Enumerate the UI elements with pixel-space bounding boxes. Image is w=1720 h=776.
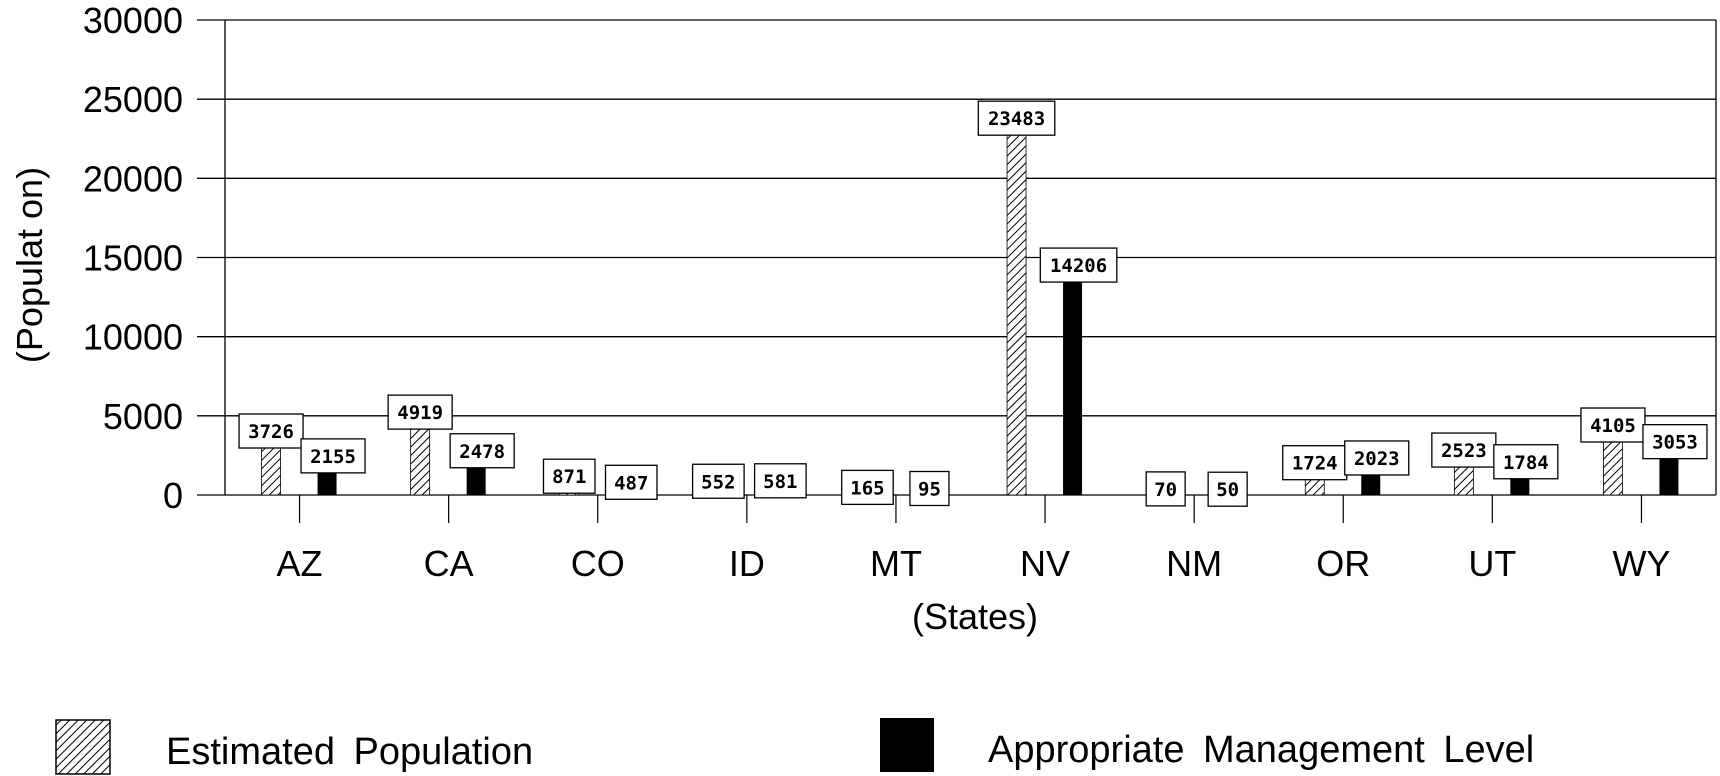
data-label-box — [449, 433, 515, 469]
data-label: 2155 — [310, 446, 356, 468]
x-axis-title: (States) — [912, 596, 1038, 637]
data-label-box — [691, 463, 745, 499]
x-tick-label: CO — [571, 543, 625, 584]
legend-swatch-estimated-population — [55, 719, 111, 775]
bar-estimated-population-NV — [1006, 122, 1027, 496]
bar-appropriate-management-level-NV — [1063, 270, 1083, 495]
y-tick-label: 0 — [163, 475, 183, 516]
data-label-box — [1580, 407, 1646, 443]
data-label-box — [238, 413, 304, 449]
x-tick-label: AZ — [277, 543, 323, 584]
y-tick-label: 30000 — [83, 0, 183, 41]
data-label-box — [841, 469, 894, 506]
data-label: 581 — [763, 471, 797, 493]
data-label-box — [1431, 432, 1497, 468]
legend-label-appropriate-management-level: Appropriate Management Level — [988, 729, 1534, 771]
data-label: 2478 — [459, 441, 505, 463]
y-tick-label: 15000 — [83, 238, 183, 279]
data-labels: 3726 2155 4919 2478 871 487 552 581 165 95 23483 14… — [238, 100, 1708, 507]
y-tick-label: 20000 — [83, 158, 183, 199]
y-tick-label: 5000 — [103, 396, 183, 437]
x-tick-label: NM — [1166, 543, 1222, 584]
data-label-box — [1207, 471, 1248, 507]
legend-swatch-appropriate-management-level — [880, 718, 934, 772]
x-tick-label: MT — [870, 543, 922, 584]
data-label-box — [1282, 445, 1348, 481]
x-tick-label: WY — [1612, 543, 1670, 584]
data-label: 1724 — [1292, 453, 1338, 475]
x-tick-label: UT — [1468, 543, 1516, 584]
legend-label-estimated-population: Estimated Population — [166, 731, 533, 773]
data-label: 95 — [918, 478, 941, 500]
data-label: 3053 — [1652, 432, 1698, 454]
data-label: 2523 — [1441, 440, 1487, 462]
data-label: 4919 — [397, 402, 443, 424]
data-label-box — [1344, 440, 1410, 476]
data-label: 2023 — [1354, 448, 1400, 470]
data-label-box — [1642, 424, 1708, 460]
data-label: 1784 — [1503, 452, 1549, 474]
legend: Estimated Population Appropriate Managem… — [55, 718, 1534, 775]
data-label-box — [604, 464, 658, 500]
data-label: 552 — [701, 471, 735, 493]
data-label-box — [753, 463, 807, 499]
y-tick-label: 25000 — [83, 79, 183, 120]
data-label-box — [1145, 471, 1186, 507]
x-tick-label: ID — [729, 543, 765, 584]
tick-labels: 0 5000 10000 15000 20000 25000 30000 AZ CA CO ID MT… — [83, 0, 1671, 584]
data-label: 871 — [552, 466, 586, 488]
data-label: 23483 — [988, 108, 1045, 130]
gridlines — [225, 19, 1716, 417]
data-label: 4105 — [1590, 415, 1636, 437]
data-label: 50 — [1216, 479, 1239, 501]
x-tick-label: CA — [424, 543, 474, 584]
data-label: 70 — [1154, 479, 1177, 501]
data-label-box — [909, 470, 950, 507]
data-label: 3726 — [248, 421, 294, 443]
data-label-box — [1039, 247, 1118, 283]
data-label-box — [387, 394, 453, 430]
x-tick-label: NV — [1020, 543, 1070, 584]
x-tick-label: OR — [1316, 543, 1370, 584]
data-label: 14206 — [1050, 255, 1107, 277]
data-label: 487 — [614, 472, 648, 494]
y-tick-label: 10000 — [83, 317, 183, 358]
data-label: 165 — [850, 477, 884, 499]
data-label-box — [1493, 444, 1559, 480]
data-label-box — [300, 438, 366, 474]
data-label-box — [542, 458, 596, 494]
y-axis-title: (Populat on) — [9, 167, 50, 363]
data-label-box — [977, 100, 1056, 136]
